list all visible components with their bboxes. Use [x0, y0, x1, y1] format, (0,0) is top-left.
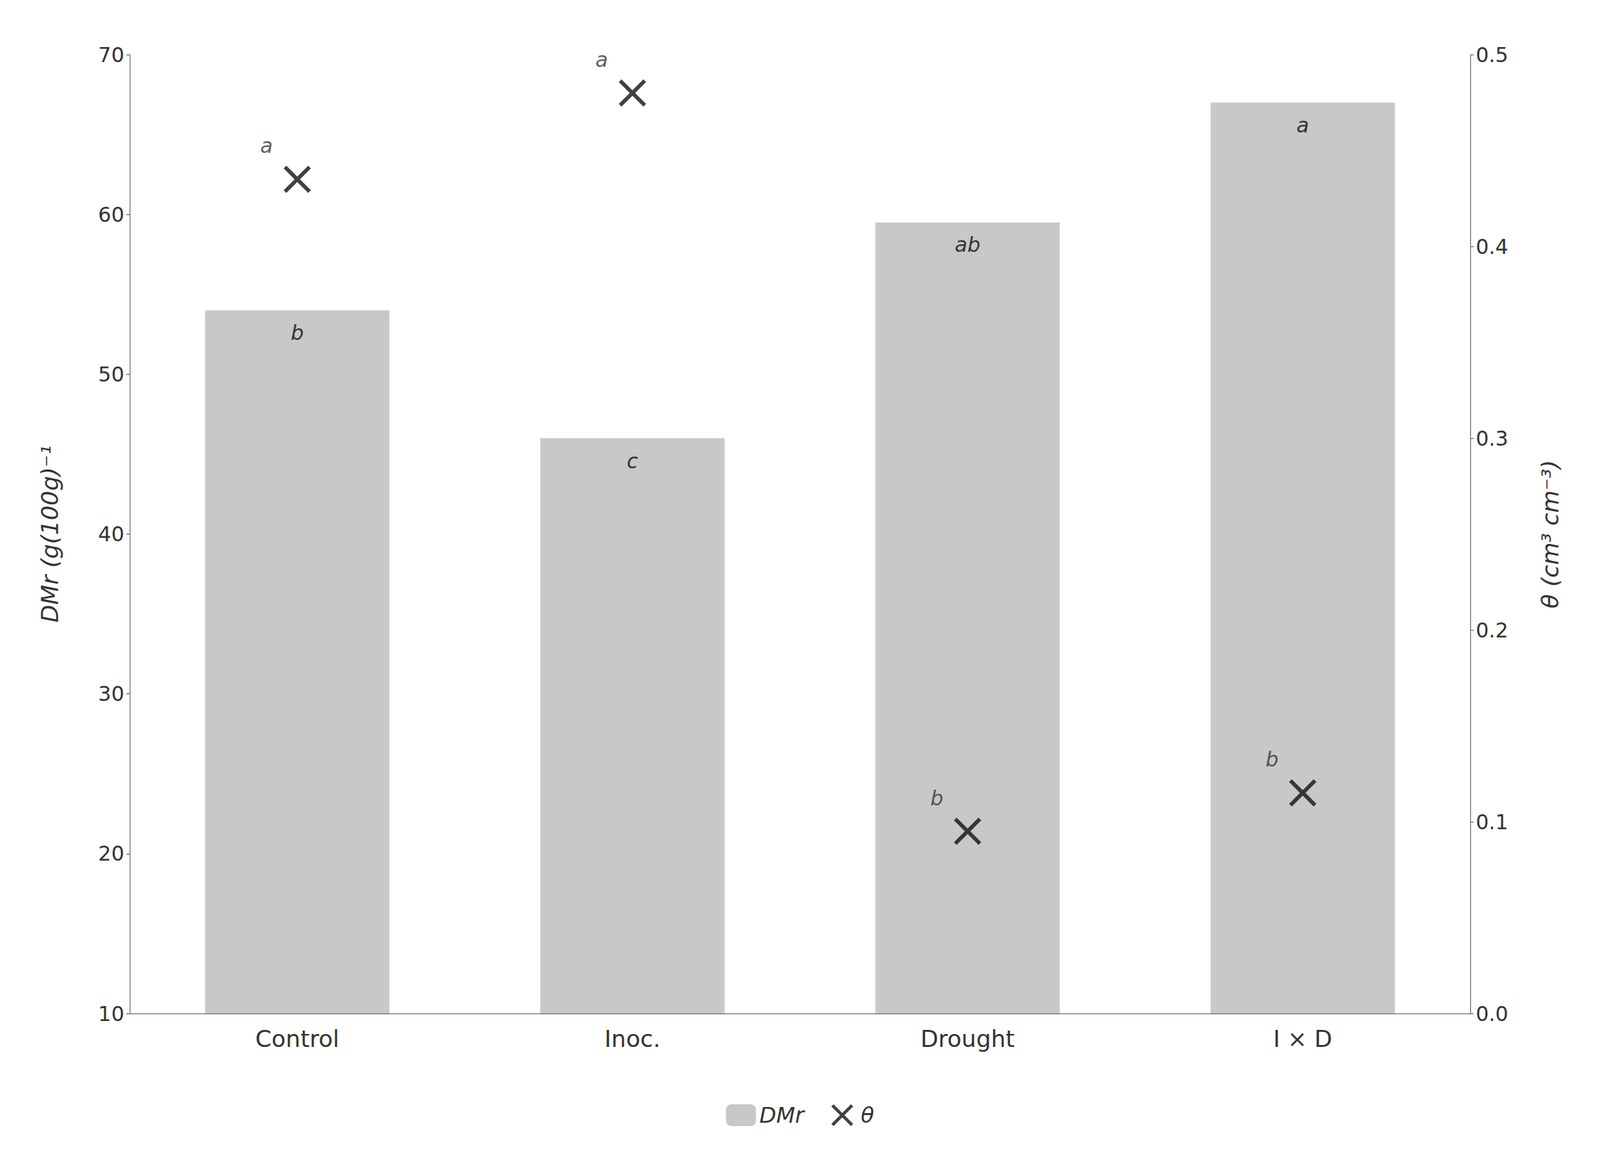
svg-text:40: 40 [98, 522, 125, 547]
svg-text:60: 60 [98, 202, 125, 227]
svg-text:Control: Control [255, 1025, 340, 1053]
svg-text:20: 20 [98, 841, 125, 866]
svg-text:DMr (g(100g)⁻¹: DMr (g(100g)⁻¹ [36, 445, 64, 624]
svg-text:ab: ab [954, 232, 981, 257]
svg-text:0.5: 0.5 [1475, 43, 1509, 67]
svg-text:Drought: Drought [920, 1025, 1015, 1053]
svg-text:0.3: 0.3 [1475, 426, 1509, 451]
svg-text:a: a [595, 47, 608, 72]
svg-text:0.0: 0.0 [1475, 1002, 1509, 1026]
svg-text:I × D: I × D [1273, 1025, 1332, 1053]
svg-text:θ: θ [860, 1102, 875, 1129]
svg-text:10: 10 [98, 1002, 125, 1026]
svg-text:θ (cm³ cm⁻³): θ (cm³ cm⁻³) [1536, 460, 1564, 609]
svg-text:70: 70 [98, 43, 125, 67]
svg-text:50: 50 [98, 362, 125, 387]
svg-text:0.1: 0.1 [1475, 810, 1509, 835]
svg-text:Inoc.: Inoc. [604, 1025, 661, 1053]
svg-text:b: b [1265, 747, 1279, 772]
svg-text:c: c [626, 449, 639, 474]
svg-text:b: b [290, 320, 304, 345]
svg-text:0.4: 0.4 [1475, 234, 1509, 259]
svg-text:b: b [930, 786, 944, 811]
svg-text:0.2: 0.2 [1475, 618, 1509, 643]
svg-text:a: a [1296, 113, 1309, 138]
svg-text:30: 30 [98, 681, 125, 706]
svg-text:a: a [260, 133, 273, 158]
svg-text:DMr: DMr [759, 1102, 806, 1129]
